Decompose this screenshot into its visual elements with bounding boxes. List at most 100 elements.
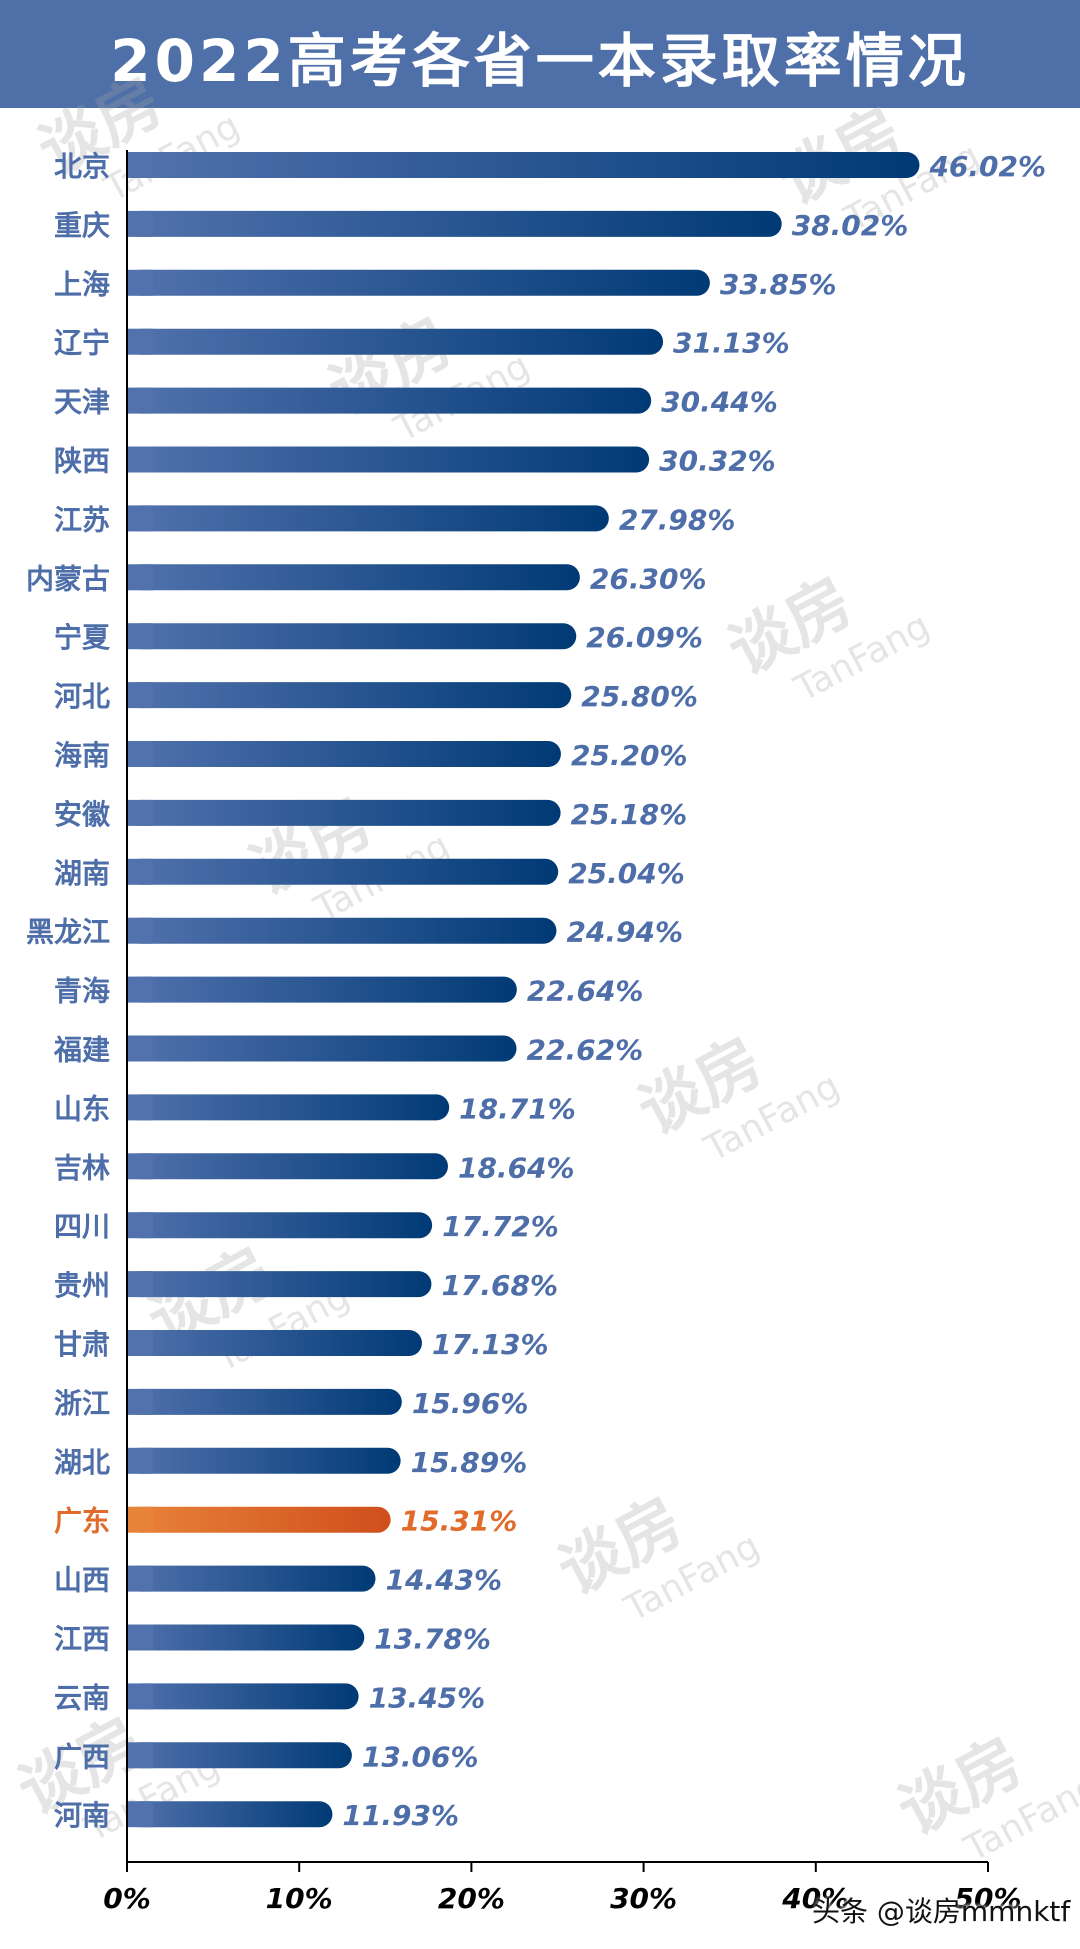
bar bbox=[127, 1624, 365, 1651]
category-label: 云南 bbox=[54, 1681, 110, 1714]
category-label: 黑龙江 bbox=[26, 916, 110, 949]
bar bbox=[127, 1153, 448, 1180]
x-tick-label: 10% bbox=[266, 1882, 333, 1915]
category-label: 河北 bbox=[54, 680, 110, 713]
value-label: 22.62% bbox=[527, 1034, 644, 1067]
bar-left-edge bbox=[127, 564, 153, 591]
category-label: 贵州 bbox=[54, 1269, 110, 1302]
value-label: 13.06% bbox=[362, 1740, 479, 1773]
bar-left-edge bbox=[127, 1153, 153, 1180]
bar-left-edge bbox=[127, 210, 153, 237]
x-tick-label: 20% bbox=[438, 1882, 505, 1915]
x-tick-label: 30% bbox=[610, 1882, 677, 1915]
bar-left-edge bbox=[127, 682, 153, 709]
bar-left-edge bbox=[127, 1801, 153, 1828]
value-label: 31.13% bbox=[673, 327, 790, 360]
value-label: 17.72% bbox=[442, 1210, 559, 1243]
category-label: 上海 bbox=[54, 268, 110, 301]
bar bbox=[127, 1388, 402, 1415]
category-label: 辽宁 bbox=[54, 327, 110, 360]
chart-title: 2022高考各省一本录取率情况 bbox=[110, 27, 970, 95]
value-label: 46.02% bbox=[928, 150, 1046, 183]
x-tick-label: 50% bbox=[954, 1882, 1021, 1915]
category-label: 重庆 bbox=[54, 209, 110, 242]
title-banner: 2022高考各省一本录取率情况 bbox=[0, 0, 1080, 108]
value-label: 13.78% bbox=[374, 1623, 491, 1656]
category-label: 甘肃 bbox=[54, 1328, 110, 1361]
bar-left-edge bbox=[127, 1565, 153, 1592]
value-label: 25.18% bbox=[571, 798, 688, 831]
category-label: 海南 bbox=[54, 739, 110, 772]
category-label: 四川 bbox=[54, 1210, 110, 1243]
value-label: 38.02% bbox=[792, 209, 909, 242]
bar bbox=[127, 1801, 333, 1828]
bar-left-edge bbox=[127, 1447, 153, 1474]
bar bbox=[127, 1565, 376, 1592]
category-label: 河南 bbox=[54, 1799, 110, 1832]
category-label: 吉林 bbox=[54, 1151, 110, 1184]
value-label: 33.85% bbox=[720, 268, 837, 301]
bar bbox=[127, 564, 580, 591]
value-label: 26.09% bbox=[586, 621, 703, 654]
bar bbox=[127, 976, 517, 1003]
bar bbox=[127, 152, 920, 178]
bar bbox=[127, 1506, 391, 1533]
value-label: 14.43% bbox=[385, 1564, 502, 1597]
value-label: 24.94% bbox=[566, 916, 683, 949]
value-label: 22.64% bbox=[527, 975, 644, 1008]
bar-left-edge bbox=[127, 1094, 153, 1121]
value-label: 18.64% bbox=[458, 1151, 575, 1184]
category-label: 福建 bbox=[53, 1034, 110, 1067]
bar bbox=[127, 328, 664, 355]
value-label: 30.32% bbox=[659, 445, 776, 478]
bar-left-edge bbox=[127, 446, 153, 473]
bar-left-edge bbox=[127, 1683, 153, 1710]
bar-left-edge bbox=[127, 1271, 153, 1298]
bar-left-edge bbox=[127, 1506, 153, 1533]
bar bbox=[127, 505, 609, 532]
bar-left-edge bbox=[127, 328, 153, 355]
bar-left-edge bbox=[127, 1212, 153, 1239]
value-label: 17.68% bbox=[441, 1269, 558, 1302]
value-label: 18.71% bbox=[459, 1092, 576, 1125]
bar-left-edge bbox=[127, 387, 153, 414]
category-label: 湖南 bbox=[54, 857, 110, 890]
bar bbox=[127, 1035, 517, 1062]
bar-left-edge bbox=[127, 1624, 153, 1651]
bar-left-edge bbox=[127, 1742, 153, 1769]
bar bbox=[127, 682, 572, 709]
bar-left-edge bbox=[127, 799, 153, 826]
category-label: 安徽 bbox=[54, 798, 111, 831]
value-label: 11.93% bbox=[342, 1799, 459, 1832]
value-label: 27.98% bbox=[619, 503, 736, 536]
category-label: 陕西 bbox=[54, 445, 110, 478]
bar-left-edge bbox=[127, 505, 153, 532]
bar bbox=[127, 1330, 422, 1356]
bar-left-edge bbox=[127, 1035, 153, 1062]
bar bbox=[127, 1742, 352, 1769]
bar bbox=[127, 623, 577, 650]
bar-left-edge bbox=[127, 917, 153, 944]
x-tick-label: 0% bbox=[103, 1882, 151, 1915]
value-label: 25.80% bbox=[581, 680, 698, 713]
bar bbox=[127, 1094, 450, 1121]
x-tick-label: 40% bbox=[781, 1882, 849, 1915]
value-label: 17.13% bbox=[432, 1328, 549, 1361]
bar-left-edge bbox=[127, 1330, 153, 1356]
bar-left-edge bbox=[127, 741, 153, 767]
category-label: 山西 bbox=[54, 1564, 110, 1597]
category-label: 湖北 bbox=[54, 1446, 110, 1479]
value-label: 15.96% bbox=[412, 1387, 529, 1420]
bar bbox=[127, 269, 710, 296]
category-label: 宁夏 bbox=[54, 621, 111, 654]
bar bbox=[127, 210, 782, 237]
value-label: 25.04% bbox=[568, 857, 685, 890]
value-label: 15.31% bbox=[401, 1505, 518, 1538]
category-label: 山东 bbox=[54, 1092, 110, 1125]
bar bbox=[127, 1271, 432, 1298]
bar bbox=[127, 799, 561, 826]
value-label: 13.45% bbox=[369, 1681, 486, 1714]
category-label: 广西 bbox=[54, 1740, 110, 1773]
value-label: 30.44% bbox=[661, 386, 778, 419]
